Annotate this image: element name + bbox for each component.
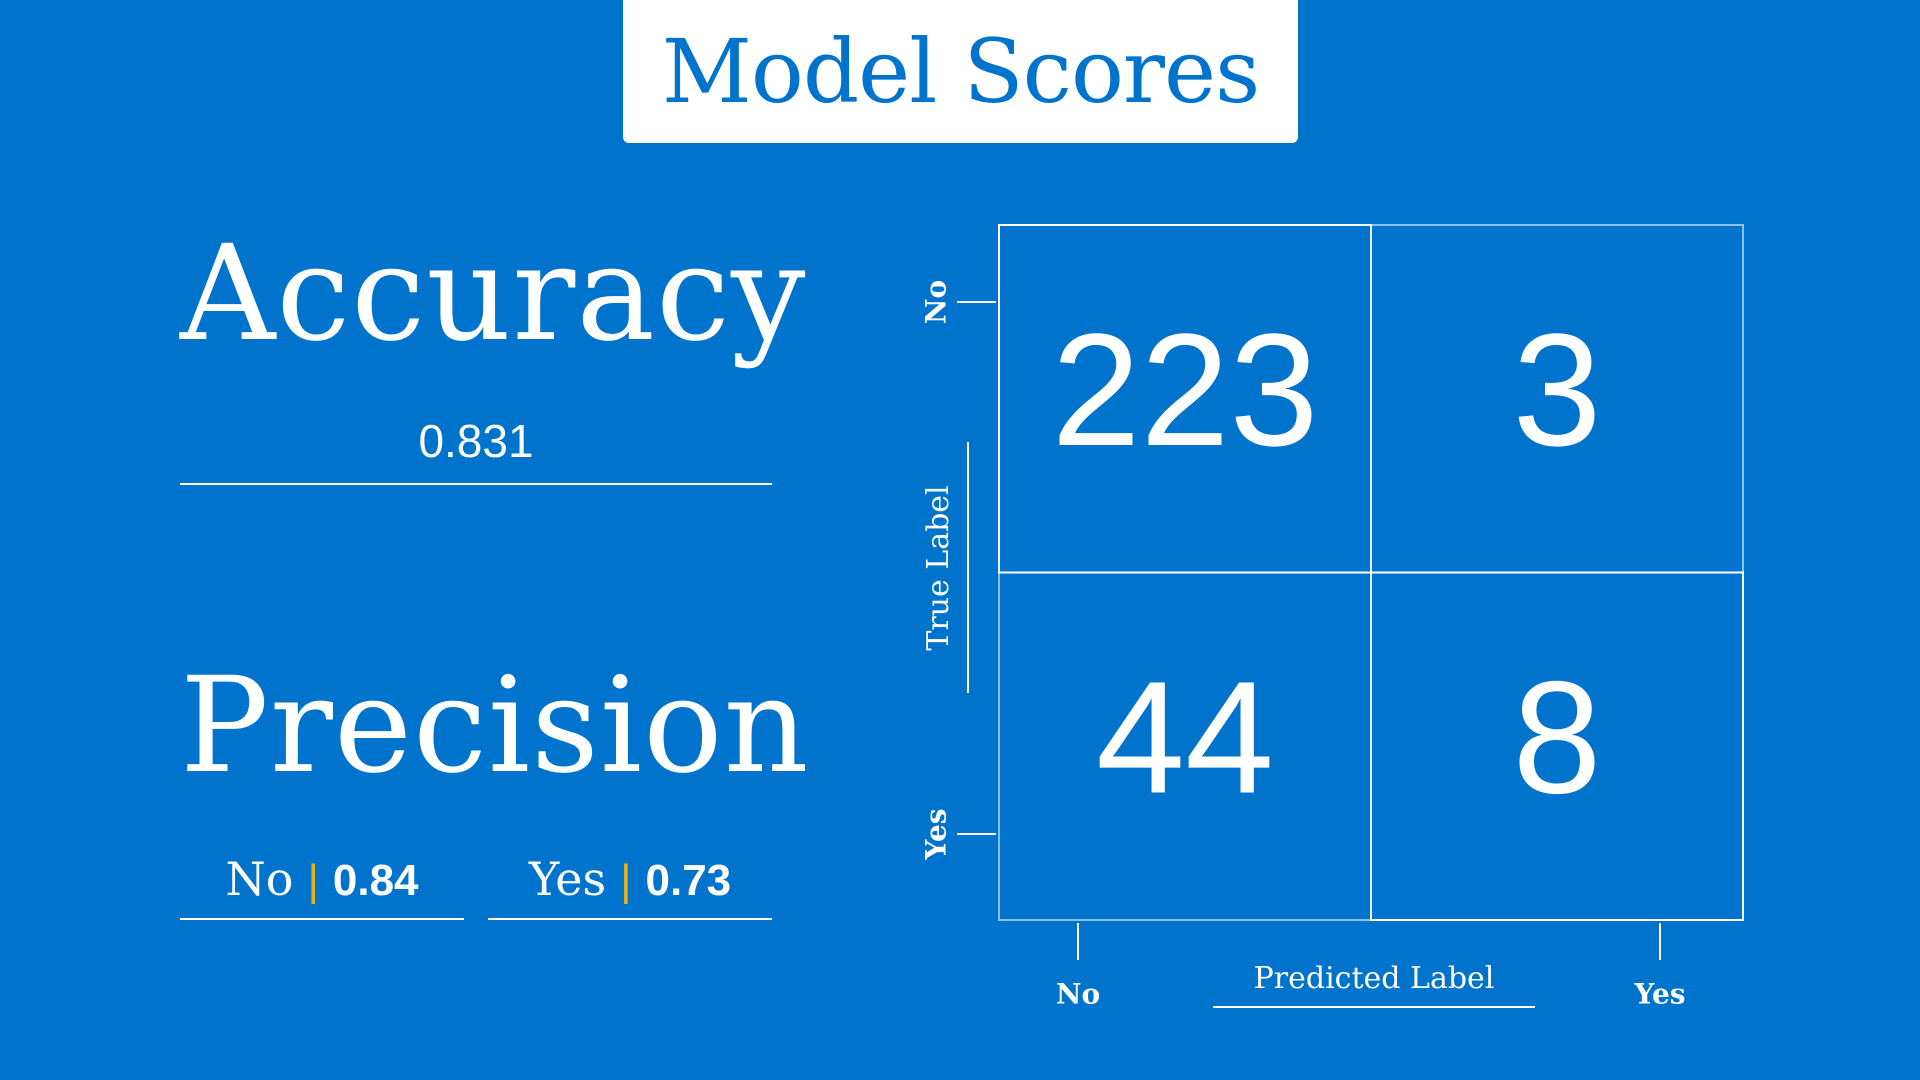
precision-yes-value: 0.73 <box>645 856 732 905</box>
x-axis-label: Predicted Label <box>1254 961 1495 996</box>
y-tick-label-0: No <box>920 280 953 324</box>
precision-yes-underline <box>488 918 772 920</box>
precision-no-label: No <box>225 852 294 906</box>
accuracy-value: 0.831 <box>418 415 534 467</box>
y-tick-label-1: Yes <box>920 808 953 860</box>
precision-yes-separator: | <box>620 856 632 905</box>
y-axis-label: True Label <box>921 485 956 650</box>
accuracy-underline <box>180 483 772 485</box>
accuracy-heading: Accuracy <box>180 217 807 371</box>
matrix-value-0-1: 3 <box>1513 300 1602 479</box>
matrix-value-0-0: 223 <box>1052 300 1319 479</box>
precision-yes: Yes | 0.73 <box>488 856 772 903</box>
precision-yes-label: Yes <box>528 852 607 906</box>
precision-no: No | 0.84 <box>180 856 464 903</box>
precision-no-underline <box>180 918 464 920</box>
x-tick-label-0: No <box>1056 978 1100 1011</box>
title-box: Model Scores <box>623 0 1298 143</box>
page-title: Model Scores <box>661 19 1260 123</box>
precision-no-separator: | <box>307 856 319 905</box>
precision-heading: Precision <box>180 649 810 803</box>
precision-no-value: 0.84 <box>332 856 419 905</box>
matrix-value-1-1: 8 <box>1513 648 1602 827</box>
matrix-value-1-0: 44 <box>1096 648 1274 827</box>
x-tick-label-1: Yes <box>1633 978 1685 1011</box>
